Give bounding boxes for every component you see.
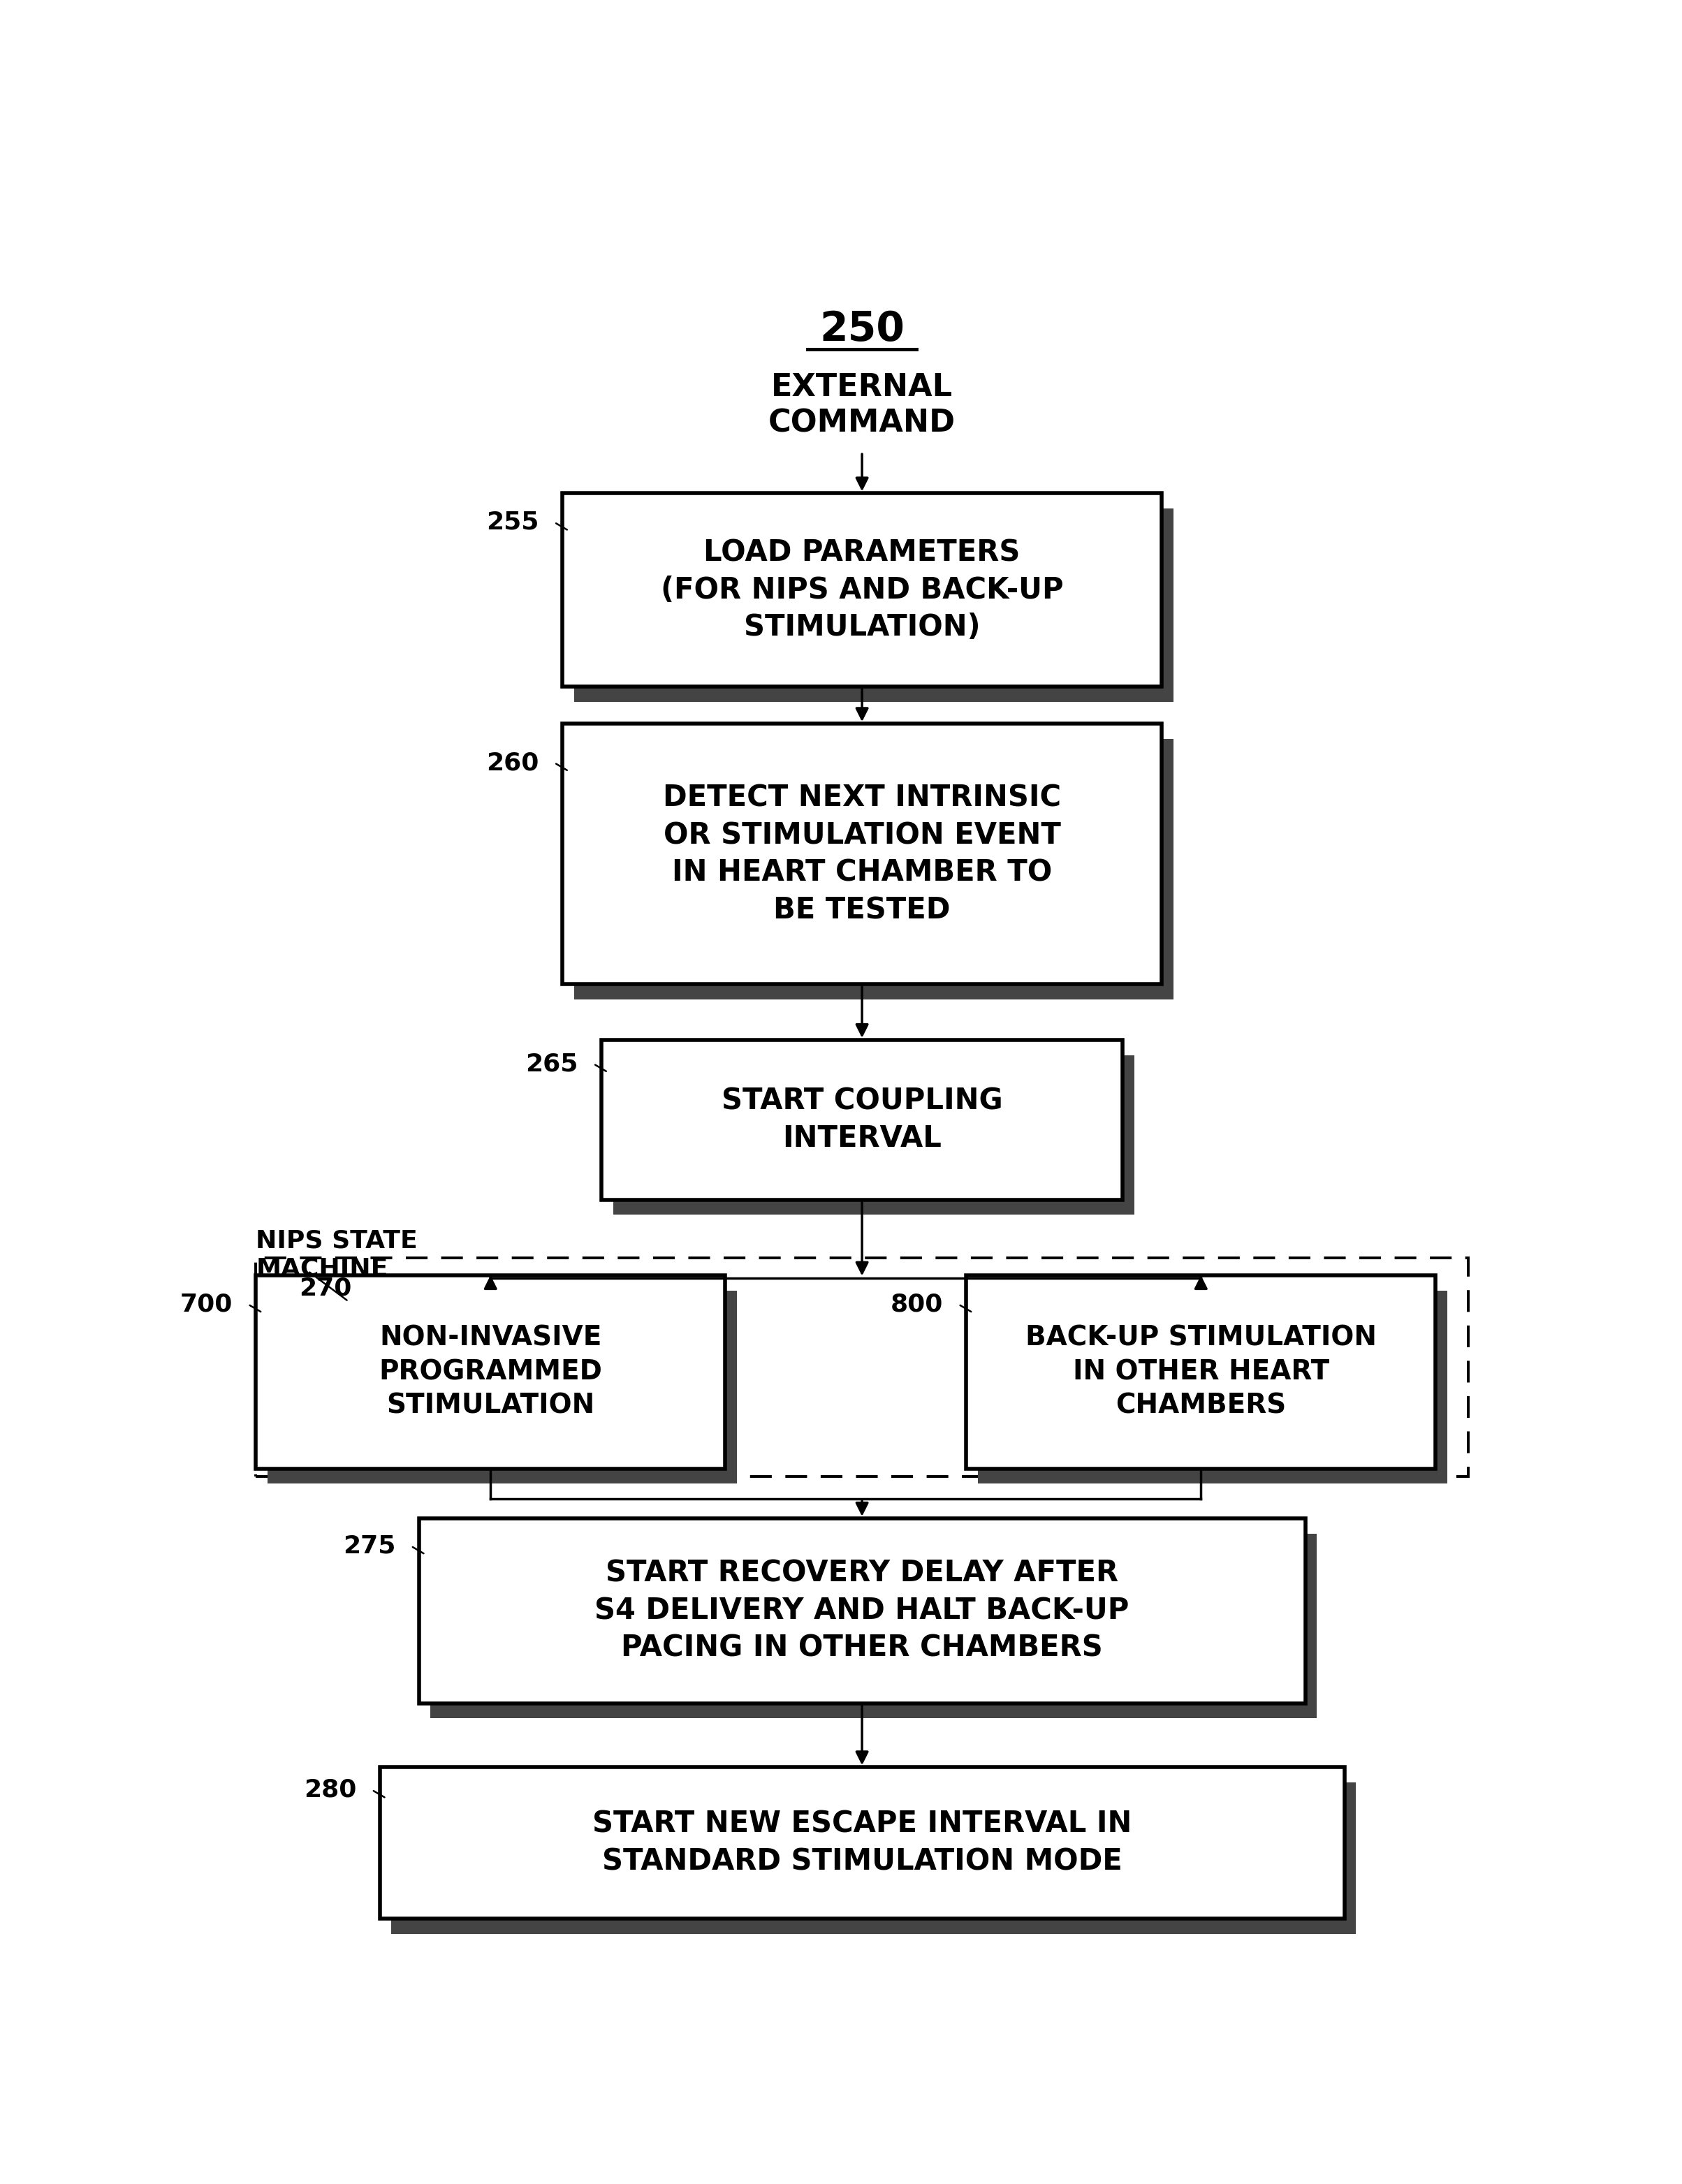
FancyBboxPatch shape: [612, 1055, 1134, 1214]
Text: 255: 255: [486, 511, 538, 535]
Text: START COUPLING
INTERVAL: START COUPLING INTERVAL: [722, 1085, 1002, 1153]
Text: 275: 275: [343, 1533, 395, 1557]
Text: 250: 250: [819, 310, 905, 349]
FancyBboxPatch shape: [267, 1291, 737, 1483]
Text: 800: 800: [890, 1293, 944, 1317]
Text: 270: 270: [299, 1275, 352, 1299]
FancyBboxPatch shape: [380, 1767, 1344, 1918]
FancyBboxPatch shape: [574, 509, 1174, 701]
Text: START RECOVERY DELAY AFTER
S4 DELIVERY AND HALT BACK-UP
PACING IN OTHER CHAMBERS: START RECOVERY DELAY AFTER S4 DELIVERY A…: [595, 1559, 1129, 1662]
Text: NIPS STATE
MACHINE: NIPS STATE MACHINE: [256, 1230, 417, 1280]
Text: START NEW ESCAPE INTERVAL IN
STANDARD STIMULATION MODE: START NEW ESCAPE INTERVAL IN STANDARD ST…: [592, 1811, 1132, 1876]
FancyBboxPatch shape: [562, 494, 1162, 686]
FancyBboxPatch shape: [977, 1291, 1447, 1483]
Text: LOAD PARAMETERS
(FOR NIPS AND BACK-UP
STIMULATION): LOAD PARAMETERS (FOR NIPS AND BACK-UP ST…: [661, 537, 1063, 642]
Text: 280: 280: [303, 1778, 357, 1802]
FancyBboxPatch shape: [419, 1518, 1305, 1704]
Text: EXTERNAL
COMMAND: EXTERNAL COMMAND: [769, 371, 955, 439]
FancyBboxPatch shape: [256, 1275, 725, 1468]
FancyBboxPatch shape: [562, 723, 1162, 985]
Text: BACK-UP STIMULATION
IN OTHER HEART
CHAMBERS: BACK-UP STIMULATION IN OTHER HEART CHAMB…: [1026, 1326, 1376, 1420]
Text: 260: 260: [486, 751, 538, 775]
FancyBboxPatch shape: [967, 1275, 1436, 1468]
Text: DETECT NEXT INTRINSIC
OR STIMULATION EVENT
IN HEART CHAMBER TO
BE TESTED: DETECT NEXT INTRINSIC OR STIMULATION EVE…: [663, 784, 1061, 924]
Text: 265: 265: [525, 1053, 579, 1077]
FancyBboxPatch shape: [602, 1040, 1124, 1199]
FancyBboxPatch shape: [392, 1782, 1356, 1933]
FancyBboxPatch shape: [574, 738, 1174, 1000]
Text: NON-INVASIVE
PROGRAMMED
STIMULATION: NON-INVASIVE PROGRAMMED STIMULATION: [378, 1326, 602, 1420]
Text: 700: 700: [180, 1293, 232, 1317]
FancyBboxPatch shape: [431, 1533, 1317, 1719]
